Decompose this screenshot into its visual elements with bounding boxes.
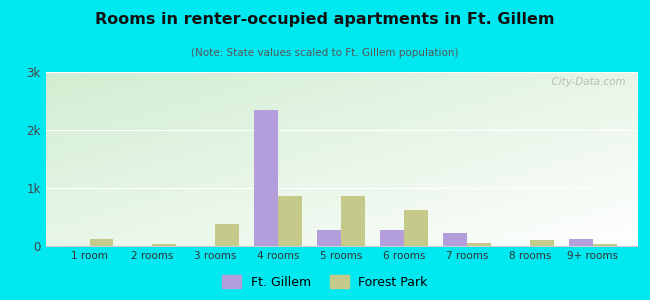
Bar <box>215 224 239 246</box>
Bar <box>404 210 428 246</box>
Bar <box>443 233 467 246</box>
Bar <box>467 242 491 246</box>
Bar <box>530 240 554 246</box>
Bar <box>569 239 593 246</box>
Bar <box>90 239 114 246</box>
Bar <box>341 196 365 246</box>
Legend: Ft. Gillem, Forest Park: Ft. Gillem, Forest Park <box>217 270 433 294</box>
Text: (Note: State values scaled to Ft. Gillem population): (Note: State values scaled to Ft. Gillem… <box>191 48 459 58</box>
Bar <box>153 244 176 246</box>
Bar <box>254 110 278 246</box>
Text: City-Data.com: City-Data.com <box>545 77 625 87</box>
Bar <box>593 244 617 246</box>
Bar <box>278 196 302 246</box>
Text: Rooms in renter-occupied apartments in Ft. Gillem: Rooms in renter-occupied apartments in F… <box>96 12 554 27</box>
Bar <box>317 230 341 246</box>
Bar <box>380 230 404 246</box>
